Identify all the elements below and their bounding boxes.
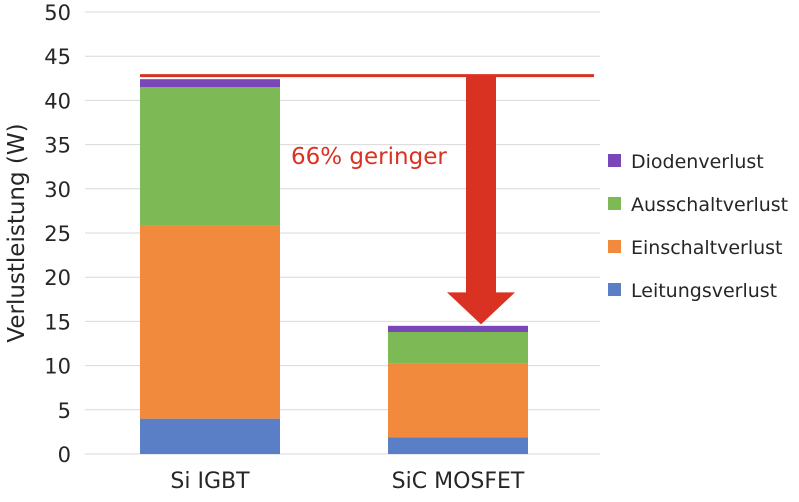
legend-label-einschaltverlust: Einschaltverlust <box>631 237 783 259</box>
y-tick-label-15: 15 <box>44 310 71 334</box>
y-tick-label-45: 45 <box>44 45 71 69</box>
y-tick-label-20: 20 <box>44 266 71 290</box>
y-tick-label-10: 10 <box>44 355 71 379</box>
bar-leitungsverlust-sic-mosfet <box>388 437 528 454</box>
bar-ausschaltverlust-sic-mosfet <box>388 332 528 364</box>
bar-diodenverlust-si-igbt <box>140 79 280 88</box>
y-tick-label-5: 5 <box>58 399 71 423</box>
x-tick-label-sic-mosfet: SiC MOSFET <box>392 469 525 494</box>
legend-swatch-einschaltverlust <box>608 240 621 253</box>
legend-label-diodenverlust: Diodenverlust <box>631 151 764 173</box>
reduction-arrow <box>447 76 515 325</box>
annotation-text: 66% geringer <box>291 144 447 170</box>
legend-label-ausschaltverlust: Ausschaltverlust <box>631 194 788 216</box>
y-tick-label-25: 25 <box>44 222 71 246</box>
bar-einschaltverlust-sic-mosfet <box>388 363 528 438</box>
y-tick-label-35: 35 <box>44 134 71 158</box>
legend-swatch-ausschaltverlust <box>608 197 621 210</box>
bar-diodenverlust-sic-mosfet <box>388 325 528 333</box>
bar-leitungsverlust-si-igbt <box>140 418 280 454</box>
legend-swatch-leitungsverlust <box>608 283 621 296</box>
bar-einschaltverlust-si-igbt <box>140 225 280 419</box>
y-tick-label-40: 40 <box>44 89 71 113</box>
y-tick-label-0: 0 <box>58 443 71 467</box>
x-tick-label-si-igbt: Si IGBT <box>170 469 250 494</box>
y-tick-label-50: 50 <box>44 1 71 25</box>
legend-label-leitungsverlust: Leitungsverlust <box>631 280 777 302</box>
y-tick-label-30: 30 <box>44 178 71 202</box>
y-axis-label: Verlustleistung (W) <box>4 123 30 342</box>
legend-swatch-diodenverlust <box>608 154 621 167</box>
bar-ausschaltverlust-si-igbt <box>140 87 280 226</box>
